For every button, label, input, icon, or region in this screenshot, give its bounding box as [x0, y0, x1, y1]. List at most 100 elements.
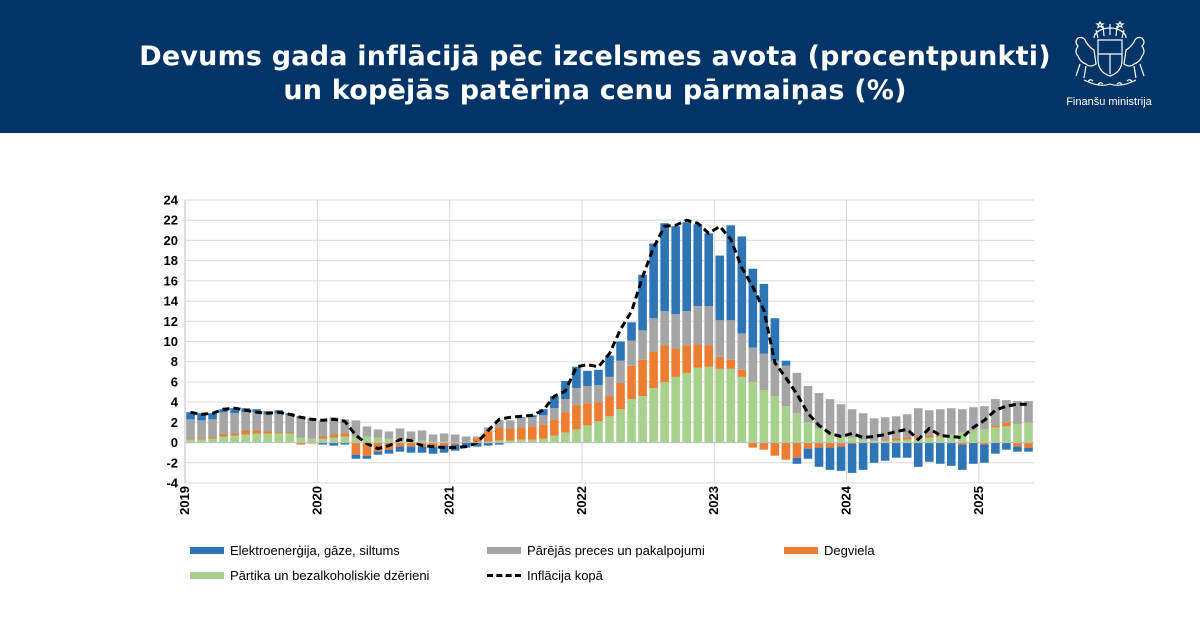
- bar-energy: [682, 222, 691, 312]
- bar-fuel: [902, 437, 912, 440]
- legend-label-food: Pārtika un bezalkoholiskie dzērieni: [230, 567, 430, 583]
- bar-food: [296, 437, 306, 443]
- bar-food: [428, 441, 438, 443]
- bar-other: [1024, 401, 1033, 423]
- bar-fuel: [958, 442, 967, 445]
- y-tick-label: 18: [164, 253, 178, 268]
- bar-energy: [847, 443, 857, 473]
- legend-label-other: Pārējās preces un pakalpojumi: [527, 542, 705, 558]
- legend-swatch-energy: [190, 546, 224, 554]
- bar-other: [461, 436, 471, 443]
- bar-fuel: [318, 436, 328, 439]
- bar-food: [715, 368, 725, 443]
- bar-fuel: [274, 432, 284, 434]
- bar-other: [516, 418, 526, 428]
- bar-other: [561, 399, 570, 413]
- bar-food: [285, 433, 295, 443]
- bar-fuel: [450, 442, 460, 445]
- bar-other: [439, 433, 449, 442]
- bar-food: [682, 372, 691, 443]
- bar-other: [913, 408, 923, 437]
- bar-energy: [406, 446, 416, 453]
- bar-other: [594, 384, 603, 403]
- bar-food: [947, 434, 956, 443]
- bar-fuel: [483, 431, 493, 442]
- bar-food: [902, 439, 912, 443]
- bar-other: [991, 399, 1000, 426]
- bar-energy: [638, 274, 647, 331]
- bar-fuel: [880, 439, 890, 441]
- x-tick-label: 2024: [839, 485, 854, 515]
- bar-other: [803, 385, 813, 423]
- bar-other: [825, 399, 835, 434]
- bar-food: [208, 438, 217, 443]
- bar-food: [550, 435, 559, 443]
- bar-food: [969, 430, 978, 443]
- bar-other: [583, 385, 592, 404]
- bar-other: [263, 414, 272, 432]
- bar-food: [186, 439, 195, 443]
- y-tick-label: 0: [171, 435, 178, 450]
- bar-food: [891, 440, 901, 443]
- bar-fuel: [1002, 422, 1011, 427]
- bar-energy: [726, 225, 736, 321]
- bar-food: [814, 428, 824, 443]
- bar-fuel: [561, 412, 570, 433]
- x-tick-label: 2023: [706, 486, 721, 515]
- bar-other: [494, 420, 504, 428]
- bar-energy: [627, 322, 636, 341]
- inflation-line: [190, 218, 1029, 451]
- bar-energy: [969, 442, 978, 464]
- bar-food: [803, 422, 813, 443]
- bar-food: [505, 440, 515, 443]
- bar-food: [439, 441, 449, 443]
- bar-energy: [913, 442, 923, 467]
- bar-fuel: [494, 427, 504, 441]
- bar-fuel: [792, 442, 802, 458]
- bar-energy: [858, 442, 868, 470]
- bar-fuel: [748, 442, 758, 448]
- bar-fuel: [980, 442, 989, 445]
- bar-energy: [197, 413, 206, 421]
- bar-food: [649, 387, 658, 443]
- bar-food: [726, 368, 736, 443]
- bar-fuel: [406, 442, 416, 447]
- bar-food: [362, 436, 372, 443]
- logo-caption: Finanšu ministrija: [1066, 96, 1152, 108]
- bar-food: [880, 440, 890, 443]
- bar-other: [351, 420, 361, 437]
- bar-other: [208, 419, 217, 438]
- bar-other: [880, 417, 890, 440]
- bar-food: [825, 433, 835, 443]
- bar-other: [285, 415, 295, 433]
- bar-food: [351, 436, 361, 443]
- bar-other: [505, 420, 515, 429]
- bar-fuel: [439, 442, 449, 446]
- y-tick-label: 12: [164, 314, 178, 329]
- bar-energy: [384, 449, 394, 454]
- y-tick-label: 8: [171, 354, 178, 369]
- bar-other: [748, 347, 758, 382]
- bar-fuel: [671, 348, 680, 377]
- y-tick-label: 2: [171, 415, 178, 430]
- bar-other: [472, 436, 482, 439]
- bar-other: [869, 418, 879, 441]
- bar-fuel: [197, 438, 206, 440]
- legend-swatch-inflation: [487, 573, 521, 577]
- bar-food: [671, 376, 680, 443]
- bar-food: [980, 429, 989, 443]
- bar-energy: [693, 224, 703, 307]
- bar-food: [594, 421, 603, 443]
- bar-other: [858, 413, 868, 440]
- bar-energy: [814, 447, 824, 467]
- bar-other: [329, 417, 339, 435]
- bar-fuel: [1013, 442, 1022, 447]
- bar-other: [958, 409, 967, 433]
- bar-energy: [935, 442, 945, 464]
- bar-food: [274, 433, 284, 443]
- bar-food: [197, 439, 206, 443]
- bar-energy: [924, 442, 934, 462]
- bar-energy: [395, 446, 405, 452]
- bar-energy: [671, 226, 680, 315]
- bar-food: [847, 437, 857, 443]
